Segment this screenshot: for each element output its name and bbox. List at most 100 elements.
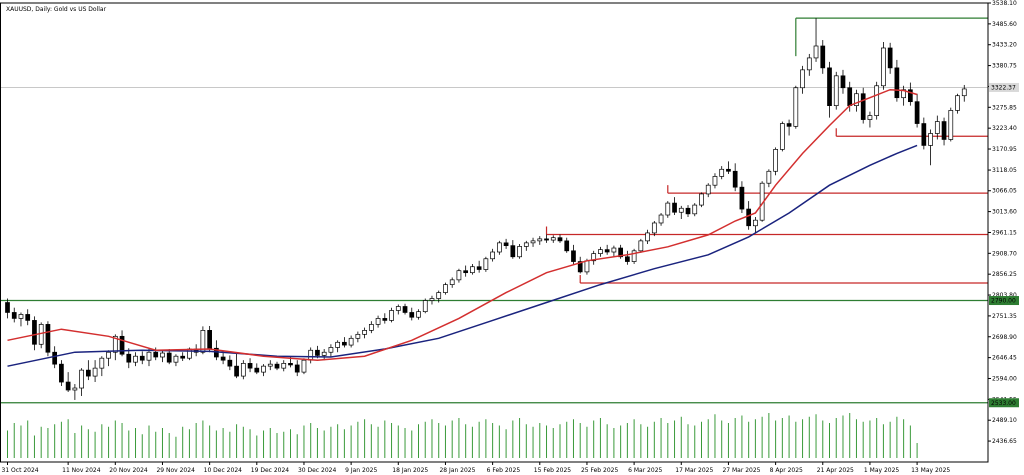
candle-up <box>490 251 495 260</box>
y-tick-label: 2751.35 <box>992 313 1017 320</box>
price-badge-bg <box>989 82 1019 92</box>
candle-up <box>584 260 590 273</box>
candle-up <box>766 170 772 184</box>
candle-up <box>591 253 597 262</box>
candle-up <box>92 367 98 377</box>
candle-down <box>571 250 576 262</box>
candle-up <box>881 47 886 87</box>
candle-up <box>699 193 704 206</box>
y-tick-label: 2436.65 <box>992 438 1017 445</box>
candle-down <box>288 363 293 366</box>
candles <box>5 18 967 400</box>
candle-down <box>625 256 630 262</box>
candle-up <box>800 69 805 89</box>
candle-up <box>806 57 812 71</box>
candle-down <box>503 242 509 246</box>
y-tick-label: 3066.05 <box>992 188 1017 195</box>
x-tick-label: 17 Mar 2025 <box>675 467 713 474</box>
price-badge-bg <box>989 296 1019 306</box>
candle-down <box>294 364 300 373</box>
candle-down <box>119 335 125 355</box>
y-tick-label: 2803.80 <box>992 292 1017 299</box>
candle-down <box>847 87 853 106</box>
x-tick-label: 6 Mar 2025 <box>628 467 662 474</box>
y-tick-label: 3223.40 <box>992 125 1017 132</box>
x-tick-label: 20 Nov 2024 <box>109 467 148 474</box>
candle-up <box>692 204 698 215</box>
candle-up <box>874 85 880 116</box>
y-tick-label: 3118.05 <box>992 167 1017 174</box>
candle-up <box>99 357 105 369</box>
x-tick-label: 31 Oct 2024 <box>2 467 39 474</box>
candle-down <box>732 170 738 188</box>
candle-up <box>550 237 556 241</box>
y-tick-label: 3380.75 <box>992 63 1017 70</box>
candle-up <box>530 240 536 244</box>
chart-title: XAUUSD, Daily: Gold vs US Dollar <box>6 6 107 13</box>
candle-down <box>914 101 920 124</box>
candle-down <box>510 245 516 258</box>
candle-up <box>281 363 287 369</box>
ma-fast-line <box>7 88 918 361</box>
candle-down <box>5 302 10 313</box>
candle-up <box>631 250 637 262</box>
candle-up <box>160 352 165 358</box>
x-tick-label: 15 Feb 2025 <box>534 467 572 474</box>
candle-down <box>247 363 253 369</box>
x-tick-label: 18 Jan 2025 <box>392 467 428 474</box>
candle-down <box>921 123 927 146</box>
candle-down <box>820 45 826 69</box>
candle-up <box>934 121 940 134</box>
candle-down <box>52 351 58 365</box>
candle-down <box>126 353 132 363</box>
y-tick-label: 3538.10 <box>992 0 1017 7</box>
y-tick-label: 2489.10 <box>992 417 1017 424</box>
candle-up <box>638 240 644 252</box>
candle-up <box>665 202 671 216</box>
candle-up <box>146 351 152 361</box>
candle-up <box>112 335 118 353</box>
moving-averages <box>7 88 918 367</box>
candle-down <box>207 330 212 349</box>
x-tick-label: 28 Jan 2025 <box>439 467 475 474</box>
candle-down <box>618 247 623 258</box>
candle-up <box>948 110 954 140</box>
candle-down <box>786 123 792 127</box>
price-badge-bg <box>989 398 1019 408</box>
ma-slow-line <box>7 144 918 367</box>
y-tick-label: 3275.85 <box>992 104 1017 111</box>
x-tick-label: 9 Jan 2025 <box>345 467 377 474</box>
candle-down <box>726 168 731 172</box>
candle-down <box>59 363 64 383</box>
candle-up <box>301 359 307 373</box>
candle-up <box>813 45 819 59</box>
candle-up <box>753 219 758 227</box>
candle-up <box>79 369 84 389</box>
x-tick-label: 29 Nov 2024 <box>156 467 195 474</box>
candle-down <box>32 320 37 345</box>
candle-up <box>523 242 529 247</box>
candle-up <box>651 222 657 234</box>
x-tick-label: 6 Feb 2025 <box>487 467 521 474</box>
candle-up <box>598 249 603 254</box>
candle-down <box>166 352 172 363</box>
candle-up <box>955 95 960 111</box>
candle-up <box>793 87 799 127</box>
candle-up <box>901 89 906 99</box>
y-tick-label: 3170.95 <box>992 146 1017 153</box>
candle-up <box>456 270 462 281</box>
candle-up <box>416 311 421 318</box>
candle-down <box>941 121 947 140</box>
candle-down <box>220 356 226 361</box>
x-tick-label: 27 Mar 2025 <box>722 467 760 474</box>
candle-down <box>887 47 893 69</box>
candle-down <box>139 355 145 361</box>
candle-down <box>840 75 846 89</box>
candle-down <box>274 363 280 369</box>
candle-up <box>362 330 367 335</box>
y-tick-label: 3013.60 <box>992 209 1017 216</box>
candle-up <box>833 75 839 106</box>
candle-down <box>45 324 51 353</box>
candle-up <box>375 318 381 325</box>
